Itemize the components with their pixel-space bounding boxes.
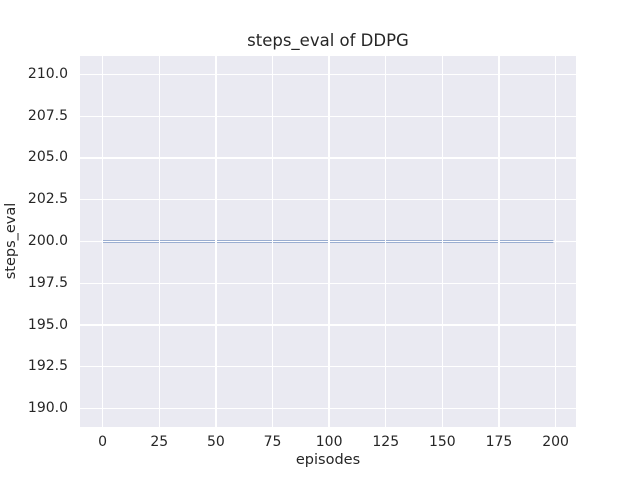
x-axis-label: episodes	[295, 452, 361, 468]
gridline-horizontal	[80, 240, 576, 243]
gridline-horizontal	[80, 407, 576, 410]
y-tick-label: 200.0	[27, 233, 68, 249]
y-tick-label: 210.0	[27, 65, 68, 82]
y-tick-label: 205.0	[27, 149, 68, 166]
y-tick-label: 202.5	[27, 191, 68, 208]
x-tick-label: 0	[98, 434, 108, 450]
x-tick-label: 200	[542, 434, 569, 450]
y-tick-label: 195.0	[27, 316, 68, 333]
y-tick-label: 207.5	[27, 107, 68, 124]
x-tick-label: 100	[315, 434, 343, 450]
x-tick-label: 75	[263, 434, 282, 450]
x-tick-label: 125	[372, 434, 400, 450]
x-tick-label: 175	[485, 434, 513, 450]
x-tick-label: 50	[206, 434, 225, 450]
gridline-horizontal	[80, 282, 576, 284]
y-tick-label: 197.5	[27, 274, 68, 291]
gridline-horizontal	[80, 324, 576, 326]
y-tick-label: 190.0	[27, 400, 68, 417]
x-tick-label: 150	[428, 434, 456, 450]
gridline-horizontal	[80, 199, 576, 201]
y-tick-label: 192.5	[27, 358, 68, 375]
gridline-horizontal	[80, 115, 576, 117]
chart-title: steps_eval of DDPG	[247, 31, 409, 50]
gridline-horizontal	[80, 366, 576, 368]
plot-area	[80, 56, 576, 427]
gridline-horizontal	[80, 73, 576, 76]
x-tick-label: 25	[150, 434, 169, 450]
gridline-horizontal	[80, 157, 576, 159]
